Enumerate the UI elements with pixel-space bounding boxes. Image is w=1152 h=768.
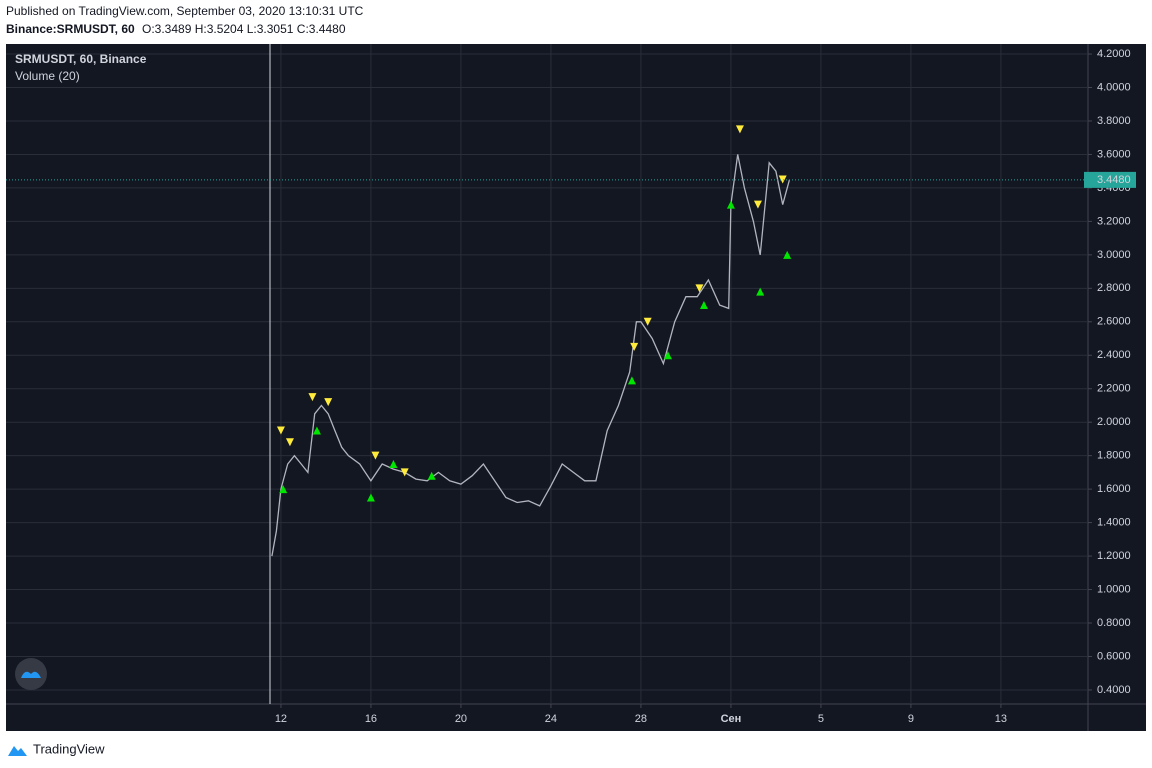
y-tick-label: 3.0000 <box>1097 249 1131 261</box>
y-tick-label: 3.2000 <box>1097 215 1131 227</box>
y-tick-label: 0.8000 <box>1097 617 1131 629</box>
signal-marker <box>312 426 321 435</box>
signal-marker <box>308 393 317 402</box>
signal-marker <box>627 376 636 385</box>
signal-marker <box>663 351 672 360</box>
signal-marker <box>427 471 436 480</box>
y-tick-label: 1.8000 <box>1097 450 1131 462</box>
y-tick-label: 2.0000 <box>1097 416 1131 428</box>
chart-subtitle: Volume (20) <box>15 69 80 83</box>
y-tick-label: 2.6000 <box>1097 316 1131 328</box>
signal-marker <box>643 317 652 326</box>
signal-marker <box>726 200 735 209</box>
y-tick-label: 0.4000 <box>1097 684 1131 696</box>
price-line <box>271 154 791 557</box>
signal-marker <box>279 485 288 494</box>
signal-marker <box>753 200 762 209</box>
x-tick-label: 20 <box>455 713 467 725</box>
y-tick-label: 2.8000 <box>1097 282 1131 294</box>
y-tick-label: 1.6000 <box>1097 483 1131 495</box>
y-tick-label: 2.2000 <box>1097 383 1131 395</box>
y-tick-label: 3.6000 <box>1097 148 1131 160</box>
footer-logo <box>8 746 27 756</box>
y-tick-label: 4.2000 <box>1097 48 1131 60</box>
signal-marker <box>366 493 375 502</box>
last-price-badge <box>1084 171 1136 188</box>
x-tick-label: 9 <box>908 713 914 725</box>
y-tick-label: 1.4000 <box>1097 517 1131 529</box>
last-price-label: 3.4480 <box>1097 174 1131 186</box>
x-tick-label: Сен <box>721 713 742 725</box>
signal-marker <box>285 438 294 447</box>
symbol: Binance:SRMUSDT, 60 <box>6 22 135 36</box>
y-tick-label: 1.0000 <box>1097 583 1131 595</box>
logo-icon <box>21 671 41 678</box>
y-tick-label: 0.6000 <box>1097 650 1131 662</box>
y-tick-label: 1.2000 <box>1097 550 1131 562</box>
signal-marker <box>276 426 285 435</box>
signal-marker <box>695 284 704 293</box>
signal-marker <box>630 342 639 351</box>
signal-marker <box>735 125 744 134</box>
chart-title: SRMUSDT, 60, Binance <box>15 52 147 66</box>
signal-marker <box>371 451 380 460</box>
chart-background <box>6 44 1146 731</box>
x-tick-label: 5 <box>818 713 824 725</box>
signal-marker <box>756 287 765 296</box>
x-tick-label: 13 <box>995 713 1007 725</box>
signal-marker <box>389 460 398 469</box>
signal-marker <box>400 468 409 477</box>
x-tick-label: 24 <box>545 713 557 725</box>
y-tick-label: 2.4000 <box>1097 349 1131 361</box>
y-tick-label: 4.0000 <box>1097 81 1131 93</box>
x-tick-label: 12 <box>275 713 287 725</box>
ohlc: O:3.3489 H:3.5204 L:3.3051 C:3.4480 <box>142 22 346 36</box>
y-tick-label: 3.8000 <box>1097 115 1131 127</box>
x-tick-label: 28 <box>635 713 647 725</box>
footer-brand: TradingView <box>33 741 105 756</box>
plot <box>6 125 1088 557</box>
published: Published on TradingView.com, September … <box>6 4 364 18</box>
signal-marker <box>778 175 787 184</box>
signal-marker <box>699 301 708 310</box>
grid <box>6 44 1088 704</box>
signal-marker <box>324 398 333 407</box>
signal-marker <box>783 250 792 259</box>
x-tick-label: 16 <box>365 713 377 725</box>
